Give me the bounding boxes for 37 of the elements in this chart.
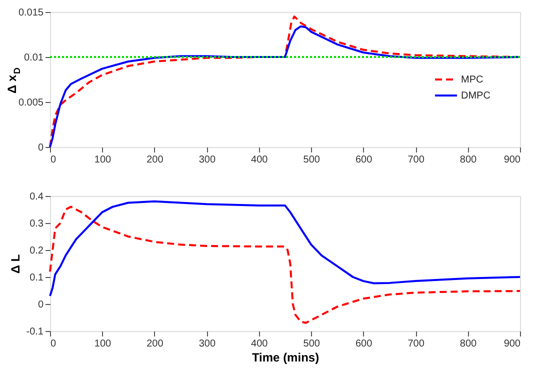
x-tick-label: 0 bbox=[50, 154, 56, 166]
legend-label: MPC bbox=[461, 74, 484, 86]
y-axis-title: Δ L bbox=[8, 254, 22, 274]
x-tick-label: 300 bbox=[198, 154, 216, 166]
x-tick-label: 300 bbox=[198, 338, 216, 350]
y-tick-label: 0.1 bbox=[30, 272, 44, 284]
x-tick-label: 0 bbox=[50, 338, 56, 350]
x-tick-label: 700 bbox=[408, 338, 425, 350]
x-tick-label: 200 bbox=[146, 154, 164, 166]
x-tick-label: 100 bbox=[94, 338, 112, 350]
x-tick-label: 800 bbox=[460, 338, 478, 350]
legend-label: DMPC bbox=[461, 90, 490, 102]
x-tick-label: 700 bbox=[408, 154, 425, 166]
y-axis-title: Δ xD bbox=[5, 67, 22, 94]
y-tick-label: 0.005 bbox=[18, 98, 44, 108]
y-tick-label: 0.3 bbox=[30, 218, 44, 230]
x-tick-label: 600 bbox=[355, 154, 373, 166]
y-tick-label: 0.4 bbox=[30, 192, 44, 202]
y-tick-label: 0.2 bbox=[30, 246, 44, 256]
x-tick-label: 800 bbox=[460, 154, 478, 166]
x-tick-label: 900 bbox=[504, 338, 521, 350]
line-series bbox=[49, 206, 521, 324]
x-tick-label: 400 bbox=[251, 338, 268, 350]
y-tick-label: 0.015 bbox=[18, 8, 44, 18]
y-tick-label: -0.1 bbox=[26, 326, 44, 338]
y-tick-label: 0 bbox=[38, 300, 44, 310]
x-tick-label: 500 bbox=[303, 154, 320, 166]
x-tick-label: 500 bbox=[303, 338, 320, 350]
x-tick-label: 200 bbox=[146, 338, 164, 350]
y-tick-label: 0.01 bbox=[24, 52, 44, 64]
x-tick-label: 600 bbox=[355, 338, 373, 350]
line-series bbox=[49, 200, 521, 297]
x-tick-label: 400 bbox=[251, 154, 268, 166]
x-tick-label: 100 bbox=[94, 154, 112, 166]
y-tick-label: 0 bbox=[38, 142, 44, 154]
x-tick-label: 900 bbox=[504, 154, 521, 166]
x-axis-title: Time (mins) bbox=[252, 350, 320, 364]
